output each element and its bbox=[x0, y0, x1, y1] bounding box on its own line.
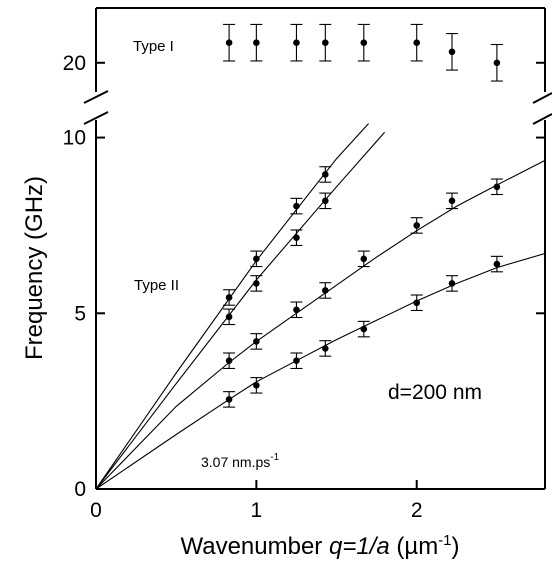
point-marker bbox=[225, 313, 233, 321]
data-point bbox=[445, 275, 458, 292]
data-points bbox=[223, 23, 503, 408]
point-marker bbox=[253, 338, 260, 345]
data-point bbox=[223, 391, 236, 408]
data-point bbox=[290, 23, 303, 62]
point-marker bbox=[493, 59, 501, 67]
fit-line-4 bbox=[95, 252, 546, 490]
x-tick-label: 1 bbox=[251, 499, 263, 522]
data-point bbox=[290, 352, 303, 370]
data-point bbox=[223, 23, 236, 62]
x-axis-title-exponent: -1 bbox=[438, 532, 451, 549]
point-marker bbox=[322, 345, 329, 352]
x-axis-title: Wavenumber q=1/a (µm-1) bbox=[180, 532, 459, 560]
point-marker bbox=[322, 287, 329, 294]
data-point bbox=[223, 308, 236, 326]
x-tick-label: 2 bbox=[411, 499, 423, 522]
thickness-label: d=200 nm bbox=[388, 381, 482, 404]
data-point bbox=[250, 23, 263, 62]
data-point bbox=[290, 301, 303, 319]
point-marker bbox=[293, 39, 300, 46]
x-axis-title-unit: (µm bbox=[390, 533, 438, 560]
data-point bbox=[357, 23, 370, 62]
point-marker bbox=[360, 39, 368, 46]
data-point bbox=[250, 377, 263, 394]
point-marker bbox=[253, 382, 260, 389]
point-marker bbox=[493, 260, 501, 268]
data-point bbox=[490, 43, 503, 82]
data-point bbox=[490, 255, 503, 273]
y-tick-label: 0 bbox=[74, 478, 86, 501]
type2-label: Type II bbox=[134, 277, 179, 294]
data-point bbox=[319, 166, 332, 183]
point-marker bbox=[293, 357, 300, 365]
data-point bbox=[357, 320, 370, 338]
point-marker bbox=[448, 48, 456, 56]
data-point bbox=[319, 23, 332, 62]
axis-break-right-2 bbox=[532, 113, 552, 125]
velocity-label: 3.07 nm.ps-1 bbox=[201, 452, 280, 470]
data-point bbox=[357, 250, 370, 268]
point-marker bbox=[225, 396, 233, 403]
x-axis-title-italic: q=1/a bbox=[329, 533, 390, 560]
fit-line-3 bbox=[95, 159, 546, 490]
point-marker bbox=[253, 255, 260, 263]
data-point bbox=[410, 294, 423, 312]
point-marker bbox=[493, 183, 501, 191]
data-point bbox=[250, 250, 263, 268]
point-marker bbox=[448, 280, 456, 287]
axis-break-left-2 bbox=[83, 111, 109, 125]
data-point bbox=[250, 275, 263, 292]
y-axis-title: Frequency (GHz) bbox=[21, 176, 48, 360]
axis-break-right-1 bbox=[532, 92, 552, 104]
point-marker bbox=[293, 306, 300, 314]
type1-label: Type I bbox=[133, 38, 174, 55]
y-tick-label: 5 bbox=[74, 302, 86, 325]
x-axis-title-close: ) bbox=[452, 533, 460, 560]
x-axis-title-pre: Wavenumber bbox=[180, 533, 329, 560]
data-point bbox=[223, 289, 236, 306]
data-point bbox=[319, 192, 332, 210]
y-tick-label: 10 bbox=[63, 127, 86, 150]
point-marker bbox=[225, 294, 233, 301]
fit-line-2 bbox=[95, 131, 386, 490]
point-marker bbox=[293, 202, 300, 210]
point-marker bbox=[360, 325, 368, 333]
data-point bbox=[290, 197, 303, 215]
fit-line-1 bbox=[95, 123, 370, 490]
y-tick-label: 20 bbox=[63, 52, 86, 75]
point-marker bbox=[225, 357, 233, 365]
point-marker bbox=[322, 171, 329, 178]
point-marker bbox=[413, 299, 421, 307]
point-marker bbox=[225, 39, 233, 46]
data-point bbox=[250, 333, 263, 350]
velocity-exponent: -1 bbox=[270, 452, 279, 463]
axes bbox=[83, 7, 552, 490]
fit-lines bbox=[95, 123, 546, 490]
data-point bbox=[490, 178, 503, 196]
point-marker bbox=[448, 197, 456, 205]
point-marker bbox=[293, 234, 300, 242]
point-marker bbox=[322, 197, 329, 205]
x-tick-label: 0 bbox=[90, 499, 102, 522]
data-point bbox=[319, 282, 332, 299]
point-marker bbox=[360, 255, 368, 263]
velocity-value: 3.07 nm.ps bbox=[201, 454, 270, 470]
axis-break-left-1 bbox=[83, 90, 109, 104]
data-point bbox=[445, 192, 458, 210]
point-marker bbox=[413, 222, 421, 229]
data-point bbox=[445, 33, 458, 71]
point-marker bbox=[322, 39, 329, 46]
data-point bbox=[319, 340, 332, 357]
data-point bbox=[290, 229, 303, 247]
point-marker bbox=[253, 280, 260, 287]
data-point bbox=[410, 217, 423, 234]
point-marker bbox=[253, 39, 260, 46]
point-marker bbox=[413, 39, 421, 46]
data-point bbox=[410, 23, 423, 62]
data-point bbox=[223, 352, 236, 370]
